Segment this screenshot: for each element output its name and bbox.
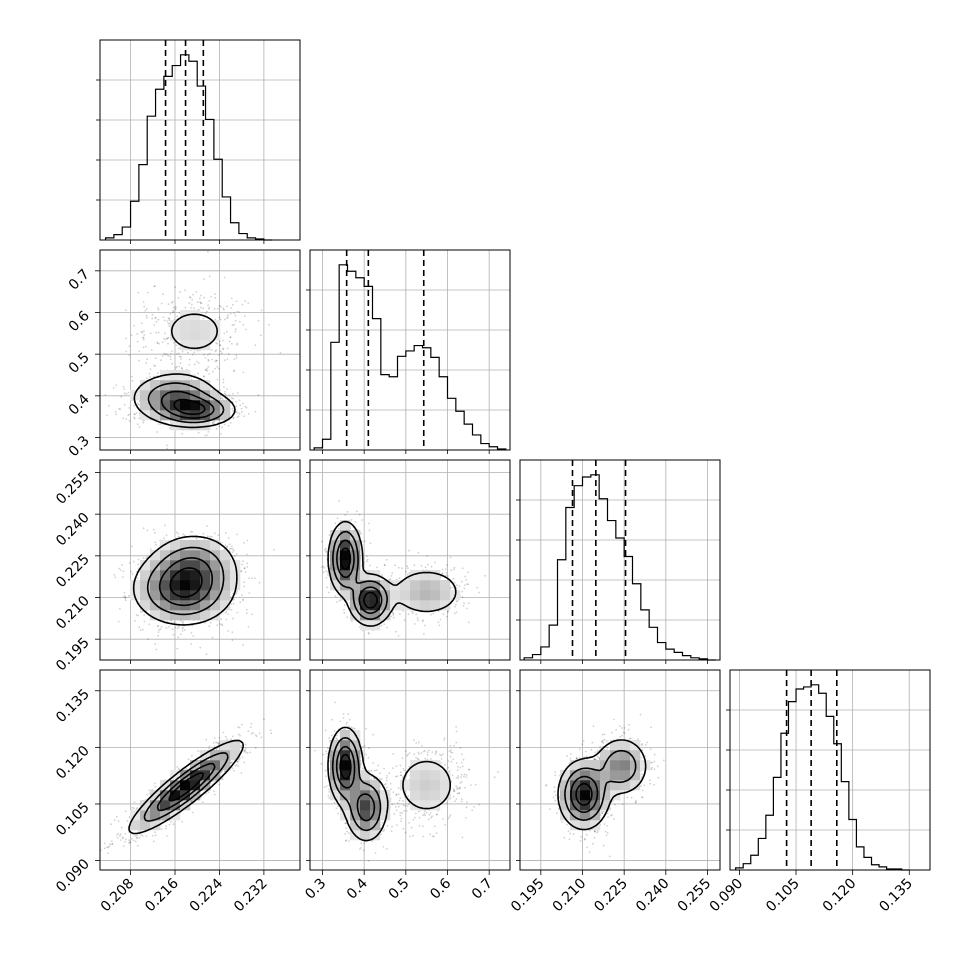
contour-lines — [327, 520, 457, 627]
y-tick-label: 0.5 — [66, 350, 93, 377]
contour-lines — [557, 739, 647, 831]
hist-panel-0 — [96, 39, 301, 241]
hist-panel-3 — [726, 669, 931, 871]
panel-frame — [309, 669, 511, 871]
x-tick-label: 0.4 — [344, 875, 371, 902]
x-tick-label: 0.225 — [591, 876, 631, 916]
y-tick-label: 0.090 — [53, 856, 93, 896]
x-tick-label: 0.135 — [876, 876, 916, 916]
x-tick-label: 0.210 — [550, 876, 590, 916]
x-tick-label: 0.240 — [633, 876, 673, 916]
contour-level — [327, 726, 451, 842]
x-tick-label: 0.7 — [469, 876, 496, 903]
contour-level — [173, 398, 206, 415]
contour-level — [332, 530, 388, 620]
x-tick-label: 0.3 — [302, 876, 329, 903]
density-cells — [330, 520, 461, 631]
hist-panel-2 — [516, 459, 721, 661]
y-tick-label: 0.210 — [53, 593, 93, 633]
density-cells — [130, 310, 231, 431]
histogram-step-2 — [523, 474, 716, 661]
scatter-panel-3-2 — [519, 669, 721, 871]
contour-level — [570, 775, 599, 814]
y-tick-label: 0.240 — [53, 510, 93, 550]
y-tick-label: 0.4 — [66, 391, 93, 418]
panel-frame — [309, 249, 511, 451]
contour-level — [327, 520, 457, 627]
y-tick-label: 0.255 — [53, 468, 93, 508]
scatter-panel-2-0 — [99, 459, 301, 661]
hist-grid-2 — [520, 460, 720, 660]
x-tick-label: 0.120 — [820, 876, 860, 916]
x-tick-label: 0.232 — [231, 876, 271, 916]
hist-grid-3 — [730, 670, 930, 870]
contour-lines — [128, 739, 244, 835]
contour-level — [564, 749, 637, 821]
panel-grid — [100, 670, 300, 870]
scatter-panel-1-0 — [99, 249, 301, 451]
y-tick-label: 0.195 — [53, 635, 93, 675]
x-tick-label: 0.255 — [675, 876, 715, 916]
x-tick-label: 0.6 — [427, 875, 454, 902]
scatter-panel-3-1 — [309, 669, 511, 871]
contour-level — [339, 547, 378, 609]
contour-level — [158, 557, 213, 607]
contour-level — [156, 762, 216, 812]
contour-level — [168, 772, 205, 802]
histogram-step-3 — [735, 684, 910, 871]
panel-frame — [519, 669, 721, 871]
panel-frame — [729, 669, 931, 871]
x-tick-label: 0.195 — [508, 876, 548, 916]
contour-level — [132, 535, 238, 626]
scatter-panel-2-1 — [309, 459, 511, 661]
histogram-step-0 — [104, 54, 273, 241]
contour-level — [143, 752, 229, 822]
panel-frame — [519, 459, 721, 661]
x-tick-label: 0.5 — [386, 876, 413, 903]
contour-level — [336, 539, 383, 615]
contour-level — [335, 745, 376, 822]
panel-frame — [99, 459, 301, 661]
histogram-step-1 — [313, 264, 507, 450]
contour-lines — [327, 726, 451, 842]
y-tick-label: 0.135 — [53, 686, 93, 726]
y-tick-label: 0.225 — [53, 551, 93, 591]
x-tick-label: 0.090 — [707, 876, 747, 916]
contour-level — [339, 753, 352, 780]
y-tick-label: 0.7 — [66, 266, 93, 293]
hist-panel-1 — [306, 249, 511, 451]
contour-level — [575, 782, 593, 806]
x-tick-label: 0.224 — [187, 875, 227, 915]
contour-level — [146, 546, 225, 616]
x-tick-label: 0.105 — [763, 876, 803, 916]
panel-grid — [310, 460, 510, 660]
contour-level — [331, 737, 382, 832]
scatter-panel-3-0 — [99, 669, 301, 871]
contour-level — [160, 390, 215, 419]
x-tick-label: 0.216 — [142, 875, 182, 915]
panel-frame — [99, 249, 301, 451]
panel-frame — [99, 669, 301, 871]
panel-frame — [99, 39, 301, 241]
x-tick-label: 0.208 — [98, 876, 138, 916]
contour-level — [128, 739, 244, 835]
y-tick-label: 0.105 — [53, 799, 93, 839]
contour-level — [133, 313, 236, 429]
y-tick-label: 0.6 — [66, 308, 93, 335]
panel-frame — [309, 459, 511, 661]
contour-lines — [132, 535, 238, 626]
y-tick-label: 0.3 — [66, 433, 93, 460]
contour-level — [557, 739, 647, 831]
contour-level — [147, 382, 225, 424]
hist-grid-1 — [310, 250, 510, 450]
y-tick-label: 0.120 — [53, 743, 93, 783]
contour-level — [169, 567, 203, 598]
contour-lines — [133, 313, 236, 429]
hist-grid-0 — [100, 40, 300, 240]
